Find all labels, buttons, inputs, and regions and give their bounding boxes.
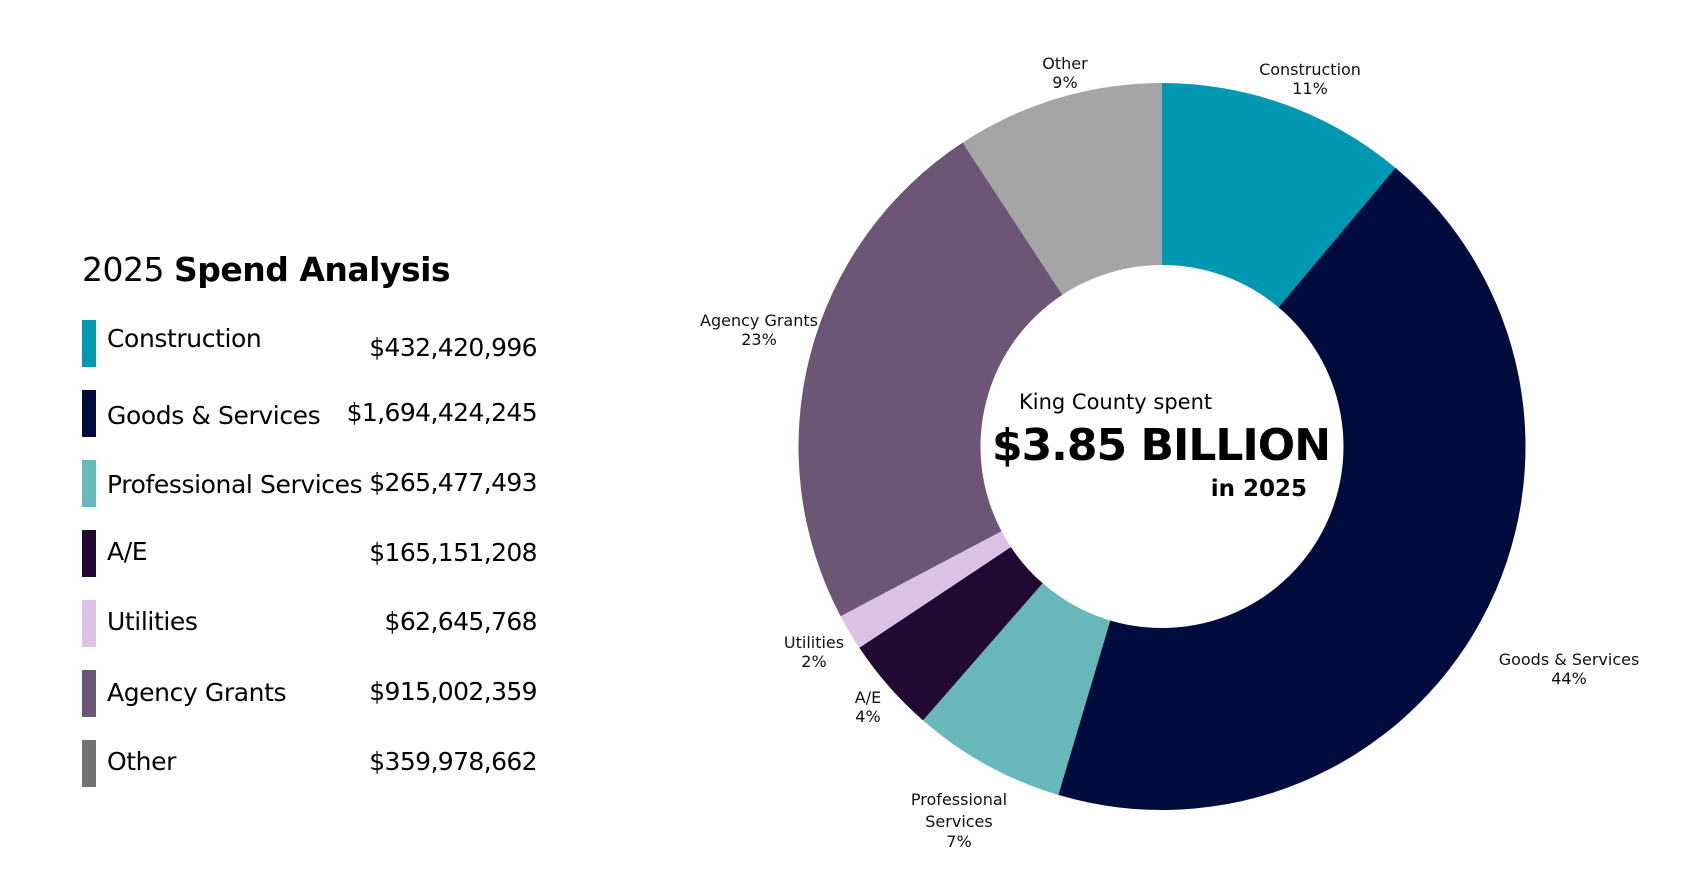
- slice-name: Services: [925, 812, 992, 831]
- legend-label: Professional Services: [107, 470, 363, 499]
- center-year: in 2025: [1211, 476, 1307, 502]
- donut-slice-other: [962, 83, 1162, 295]
- legend-amount: $432,420,996: [369, 333, 537, 362]
- slice-name: Professional: [911, 790, 1007, 809]
- legend-amount: $165,151,208: [369, 538, 537, 567]
- slice-name: Utilities: [784, 633, 844, 652]
- title-main: Spend Analysis: [173, 250, 451, 289]
- donut-slice-construction: [1162, 83, 1396, 308]
- donut-slice-agency-grants: [798, 142, 1063, 617]
- legend-item-goods-services: Goods & Services $1,694,424,245: [82, 390, 542, 437]
- slice-labels: Construction 11% Goods & Services 44% Profes…: [700, 54, 1639, 851]
- legend-swatch: [82, 740, 96, 787]
- slice-percent: 44%: [1551, 669, 1587, 688]
- legend-swatch: [82, 460, 96, 507]
- donut-slice-professional-services: [923, 583, 1111, 795]
- legend-swatch: [82, 600, 96, 647]
- slice-label: Construction 11%: [1259, 60, 1361, 98]
- slice-label: A/E 4%: [855, 688, 881, 726]
- legend-item-construction: Construction $432,420,996: [82, 320, 542, 367]
- legend-amount: $62,645,768: [384, 607, 538, 636]
- legend-label: Utilities: [107, 607, 198, 636]
- slice-percent: 11%: [1292, 79, 1328, 98]
- slice-name: A/E: [855, 688, 881, 707]
- legend-item-professional-services: Professional Services $265,477,493: [82, 460, 542, 507]
- legend-label: Goods & Services: [107, 401, 321, 430]
- slice-percent: 4%: [855, 707, 880, 726]
- legend-amount: $915,002,359: [369, 677, 537, 706]
- legend-swatch: [82, 670, 96, 717]
- slice-label: Utilities 2%: [784, 633, 844, 671]
- slice-label: Goods & Services 44%: [1499, 650, 1640, 688]
- legend-amount: $359,978,662: [369, 747, 537, 776]
- legend-label: Other: [107, 747, 176, 776]
- slice-percent: 2%: [801, 652, 826, 671]
- donut-slice-utilities: [840, 531, 1011, 648]
- legend-label: A/E: [107, 537, 148, 566]
- legend-amount: $1,694,424,245: [346, 398, 538, 427]
- slice-name: Goods & Services: [1499, 650, 1640, 669]
- center-subtitle: King County spent: [1019, 390, 1212, 414]
- title-year: 2025: [82, 250, 164, 289]
- legend-amount: $265,477,493: [369, 468, 537, 497]
- center-total: $3.85 BILLION: [992, 420, 1330, 471]
- legend-label: Construction: [107, 324, 262, 353]
- legend-item-other: Other $359,978,662: [82, 740, 542, 787]
- slice-percent: 7%: [946, 832, 971, 851]
- legend-swatch: [82, 390, 96, 437]
- legend-item-utilities: Utilities $62,645,768: [82, 600, 542, 647]
- legend-swatch: [82, 530, 96, 577]
- legend-swatch: [82, 320, 96, 367]
- donut-slice-goods-services: [1058, 167, 1526, 811]
- page-title: 2025 Spend Analysis: [82, 250, 451, 290]
- slice-label: Agency Grants 23%: [700, 311, 818, 349]
- slice-percent: 23%: [741, 330, 777, 349]
- legend-item-agency-grants: Agency Grants $915,002,359: [82, 670, 542, 717]
- donut-slices: [798, 83, 1526, 811]
- slice-label: Other 9%: [1042, 54, 1088, 92]
- legend-label: Agency Grants: [107, 678, 287, 707]
- slice-name: Other: [1042, 54, 1088, 73]
- legend-item-ae: A/E $165,151,208: [82, 530, 542, 577]
- slice-percent: 9%: [1052, 73, 1077, 92]
- slice-name: Construction: [1259, 60, 1361, 79]
- slice-label: Professional Services 7%: [911, 790, 1007, 851]
- slice-name: Agency Grants: [700, 311, 818, 330]
- donut-slice-a-e: [859, 547, 1043, 721]
